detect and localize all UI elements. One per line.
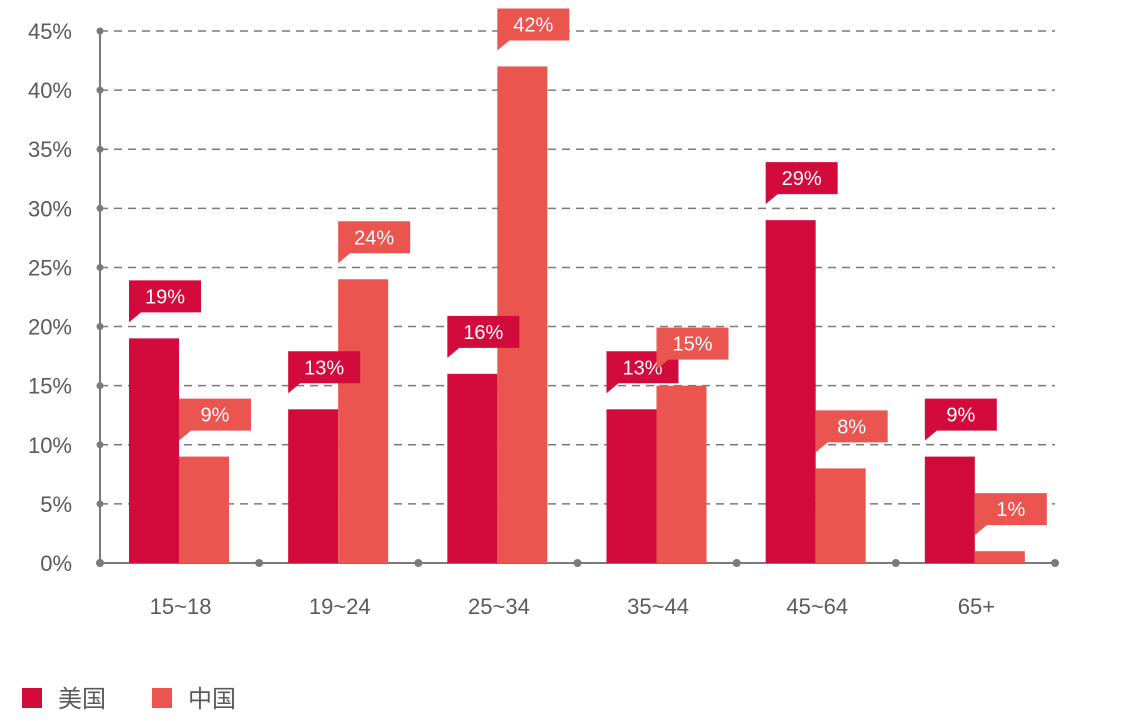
bar-cn xyxy=(815,468,866,563)
data-label: 13% xyxy=(304,357,344,379)
y-tick-label: 5% xyxy=(40,492,72,517)
data-label-callout xyxy=(179,398,251,441)
bar-us xyxy=(765,220,816,563)
legend-label: 中国 xyxy=(188,686,236,713)
x-axis-categories: 15~18 19~24 25~34 35~44 45~64 65+ xyxy=(150,594,995,619)
bar-us xyxy=(924,456,975,563)
data-label: 42% xyxy=(513,14,553,36)
y-axis-ticks: 0% 5% 10% 15% 20% 25% 30% 35% 40% 45% xyxy=(28,19,72,576)
data-label: 13% xyxy=(622,357,662,379)
data-label: 24% xyxy=(354,227,394,249)
y-tick-label: 0% xyxy=(40,551,72,576)
data-label: 8% xyxy=(837,416,866,438)
data-label: 9% xyxy=(946,405,975,427)
x-axis-dot xyxy=(732,559,741,567)
bar-cn xyxy=(179,456,229,563)
y-tick-label: 15% xyxy=(28,374,72,399)
y-tick-label: 35% xyxy=(28,137,72,162)
y-tick-label: 25% xyxy=(28,255,72,280)
bar-us xyxy=(129,338,179,563)
bar-us xyxy=(447,373,498,563)
x-category-label: 25~34 xyxy=(468,594,530,619)
y-tick-label: 20% xyxy=(28,315,72,340)
x-axis-dot xyxy=(1051,559,1059,567)
y-tick-label: 30% xyxy=(28,196,72,221)
data-label: 1% xyxy=(996,499,1025,521)
legend-swatch xyxy=(22,688,42,708)
data-label: 9% xyxy=(201,405,230,427)
data-labels: 19% 9% 13% 24% 16% 42% 13% 15% 29% 8% 9% 1% xyxy=(129,8,1047,536)
data-label-callout xyxy=(129,280,201,323)
bar-cn xyxy=(338,279,389,563)
x-axis-dot xyxy=(255,559,264,567)
data-label: 29% xyxy=(782,168,822,190)
data-label-callout xyxy=(656,327,729,370)
data-label-callout xyxy=(288,351,361,394)
bars xyxy=(129,66,1025,563)
bar-cn xyxy=(656,385,707,563)
bar-cn xyxy=(974,551,1025,563)
y-tick-label: 40% xyxy=(28,78,72,103)
x-category-label: 19~24 xyxy=(309,594,371,619)
bar-us xyxy=(606,409,657,563)
data-label: 16% xyxy=(463,322,503,344)
x-axis-dot xyxy=(891,559,900,567)
data-label: 19% xyxy=(145,286,185,308)
legend-swatch xyxy=(152,688,172,708)
bar-cn xyxy=(497,66,548,563)
axes xyxy=(96,31,1059,567)
data-label-callout xyxy=(497,8,570,51)
gridlines xyxy=(96,27,1055,567)
data-label-callout xyxy=(338,221,411,264)
legend-label: 美国 xyxy=(58,686,106,713)
x-category-label: 35~44 xyxy=(627,594,689,619)
data-label-callout xyxy=(447,315,520,358)
legend: 美国 中国 xyxy=(22,686,236,713)
y-tick-label: 45% xyxy=(28,19,72,44)
x-category-label: 65+ xyxy=(958,594,995,619)
data-label-callout xyxy=(974,493,1047,536)
bar-us xyxy=(288,409,339,563)
data-label-callout xyxy=(765,162,838,205)
x-category-label: 15~18 xyxy=(150,594,212,619)
y-tick-label: 10% xyxy=(28,433,72,458)
x-axis-dot xyxy=(414,559,423,567)
data-label-callout xyxy=(815,410,888,453)
data-label: 15% xyxy=(672,334,712,356)
x-axis-dot xyxy=(96,559,104,567)
x-category-label: 45~64 xyxy=(786,594,848,619)
data-label-callout xyxy=(924,398,997,441)
x-axis-dot xyxy=(573,559,582,567)
